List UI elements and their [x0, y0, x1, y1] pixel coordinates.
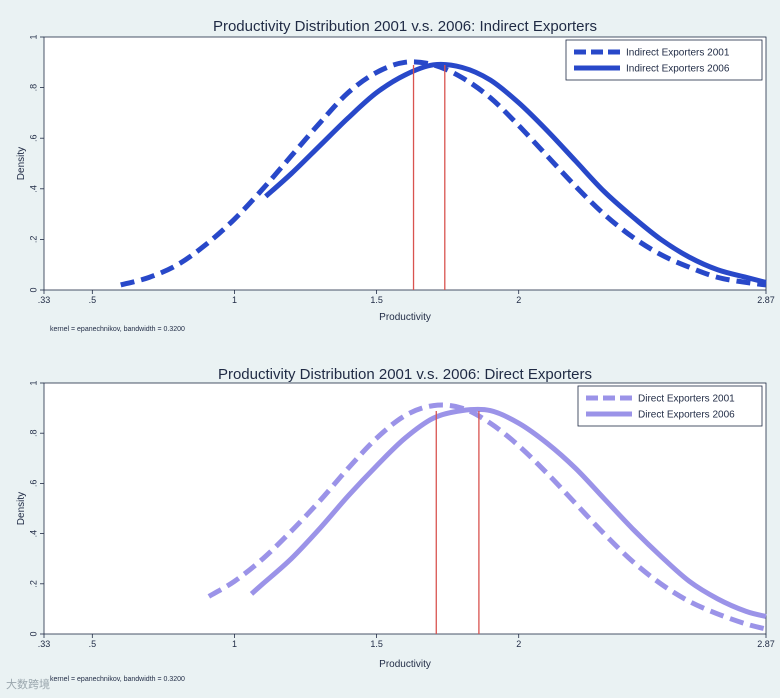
y-tick-label: .8 — [28, 429, 38, 437]
x-tick-label: 2.87 — [757, 639, 775, 649]
chart-svg-indirect: Productivity Distribution 2001 v.s. 2006… — [16, 18, 775, 333]
series-line-indirect-exporters-2006 — [264, 61, 767, 285]
chart-svg-direct: Productivity Distribution 2001 v.s. 2006… — [16, 366, 775, 683]
series-line-direct-exporters-2001 — [207, 402, 767, 632]
x-tick-label: 2 — [516, 639, 521, 649]
y-tick-label: .8 — [28, 84, 38, 92]
legend-label: Direct Exporters 2006 — [638, 410, 735, 421]
kernel-note: kernel = epanechnikov, bandwidth = 0.320… — [50, 676, 185, 683]
legend-label: Indirect Exporters 2006 — [626, 64, 730, 75]
y-axis-label: Density — [16, 147, 27, 180]
x-tick-label: .33 — [38, 639, 51, 649]
y-tick-label: .6 — [28, 480, 38, 488]
chart-legend: Direct Exporters 2001 Direct Exporters 20… — [577, 385, 763, 427]
series-line-indirect-exporters-2001 — [120, 59, 767, 288]
chart-direct-exporters: Productivity Distribution 2001 v.s. 2006… — [0, 350, 780, 698]
chart-title: Productivity Distribution 2001 v.s. 2006… — [213, 18, 597, 35]
legend-label: Direct Exporters 2001 — [638, 394, 735, 405]
y-tick-label: .4 — [28, 530, 38, 538]
x-tick-label: 1 — [232, 639, 237, 649]
legend-box — [565, 39, 763, 81]
y-tick-label: 0 — [28, 631, 38, 636]
y-tick-label: .6 — [28, 134, 38, 142]
legend-label: Indirect Exporters 2001 — [626, 48, 730, 59]
chart-legend: Indirect Exporters 2001 Indirect Exporter… — [565, 39, 763, 81]
kernel-note: kernel = epanechnikov, bandwidth = 0.320… — [50, 326, 185, 333]
series-line-direct-exporters-2006 — [249, 406, 767, 619]
y-tick-label: .4 — [28, 185, 38, 193]
x-tick-label: .5 — [89, 295, 97, 305]
x-tick-label: 2 — [516, 295, 521, 305]
y-tick-label: 1 — [28, 34, 38, 39]
y-axis-label: Density — [16, 492, 27, 525]
legend-box — [577, 385, 763, 427]
x-tick-label: 1 — [232, 295, 237, 305]
x-tick-label: .5 — [89, 639, 97, 649]
x-axis-label: Productivity — [379, 659, 431, 670]
y-tick-label: 1 — [28, 380, 38, 385]
x-tick-label: 2.87 — [757, 295, 775, 305]
x-tick-label: 1.5 — [370, 639, 383, 649]
y-tick-label: .2 — [28, 580, 38, 588]
x-tick-label: 1.5 — [370, 295, 383, 305]
watermark-text: 大数跨境 — [6, 678, 50, 691]
y-tick-label: 0 — [28, 287, 38, 292]
y-tick-label: .2 — [28, 236, 38, 244]
x-axis-label: Productivity — [379, 312, 431, 323]
x-tick-label: .33 — [38, 295, 51, 305]
chart-indirect-exporters: Productivity Distribution 2001 v.s. 2006… — [0, 0, 780, 345]
chart-title: Productivity Distribution 2001 v.s. 2006… — [218, 366, 592, 383]
